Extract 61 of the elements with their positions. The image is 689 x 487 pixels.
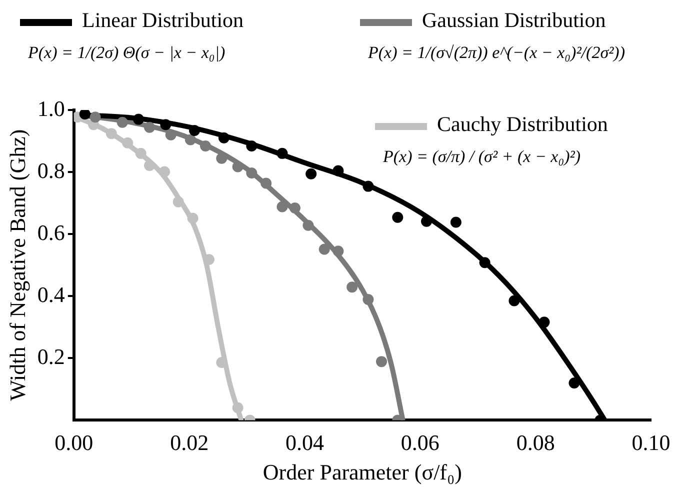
point (218, 132, 230, 144)
point (135, 148, 146, 159)
point (160, 119, 172, 130)
y-tick-label: 0.6 (37, 220, 65, 245)
x-tick-label: 0.02 (170, 430, 209, 456)
legend-label: Gaussian Distribution (421, 8, 607, 33)
point (289, 202, 300, 214)
text: P(x) = 1/(2σ) Θ(σ − |x − x₀|) (28, 43, 226, 63)
point (276, 148, 288, 159)
x-axis-title: Order Parameter (σ/f₀) (262, 460, 462, 485)
point (122, 137, 134, 148)
point (165, 129, 176, 140)
point (318, 244, 330, 255)
point (159, 166, 170, 178)
point (362, 180, 374, 192)
point (90, 112, 101, 123)
point (306, 168, 317, 180)
point (392, 212, 404, 223)
point (332, 165, 344, 176)
point (538, 316, 550, 328)
point (421, 216, 432, 227)
point (346, 282, 358, 293)
point (246, 167, 258, 178)
x-tick-label: 0.08 (516, 430, 555, 456)
x-tick-label: 0.10 (632, 430, 670, 456)
point (362, 294, 374, 306)
point (376, 356, 387, 368)
point (276, 201, 288, 212)
annotation: P(x) = (σ/π) / (σ² + (x − x₀)²) (383, 147, 582, 167)
legend-label: Linear Distribution (81, 8, 244, 33)
point (260, 178, 272, 189)
point (144, 160, 155, 172)
point (133, 114, 144, 125)
point (79, 110, 90, 120)
legend-label: Cauchy Distribution (436, 112, 608, 137)
text: P(x) = 1/(σ√(2π)) e^(−(x − x₀)²/(2σ²)) (368, 43, 626, 63)
point (216, 152, 228, 164)
point (116, 116, 128, 128)
point (568, 377, 580, 388)
point (189, 124, 200, 136)
point (144, 122, 155, 133)
point (302, 220, 314, 231)
y-tick-label: 0.8 (37, 158, 65, 183)
point (479, 257, 490, 268)
point (187, 212, 198, 224)
point (508, 295, 520, 306)
point (200, 140, 211, 152)
point (450, 216, 462, 228)
x-tick-label: 0.06 (400, 430, 440, 456)
y-axis-title: Width of Negative Band (Ghz) (4, 129, 30, 401)
point (184, 134, 196, 146)
y-tick-label: 0.2 (37, 344, 65, 369)
x-tick-label: 0.04 (285, 430, 324, 456)
y-tick-label: 0.4 (37, 282, 65, 307)
point (246, 140, 258, 152)
point (232, 402, 244, 414)
point (106, 128, 117, 140)
x-tick-label: 0.00 (54, 430, 94, 456)
point (332, 246, 344, 257)
y-tick-label: 1.0 (37, 96, 65, 121)
point (172, 196, 184, 208)
